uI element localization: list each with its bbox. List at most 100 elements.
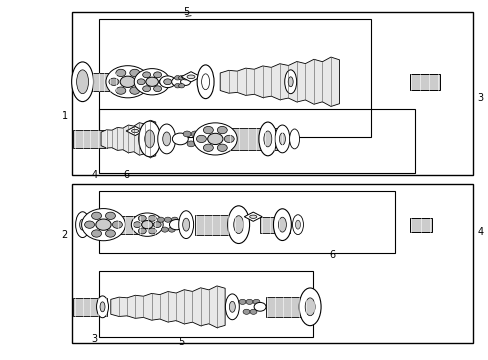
Bar	[99, 19, 370, 137]
Circle shape	[159, 79, 167, 85]
Circle shape	[199, 131, 206, 137]
Bar	[265, 297, 315, 317]
Circle shape	[153, 72, 161, 78]
Ellipse shape	[305, 298, 314, 316]
Ellipse shape	[249, 215, 256, 219]
Text: 5: 5	[183, 7, 189, 17]
Polygon shape	[220, 57, 339, 107]
Circle shape	[112, 221, 122, 228]
Ellipse shape	[273, 209, 291, 240]
Circle shape	[81, 208, 125, 241]
Ellipse shape	[287, 77, 293, 87]
Bar	[72, 184, 472, 342]
Text: 2: 2	[61, 230, 67, 240]
Circle shape	[217, 144, 227, 152]
Circle shape	[203, 144, 213, 152]
Polygon shape	[126, 126, 144, 136]
Circle shape	[157, 217, 164, 222]
Circle shape	[96, 219, 111, 230]
Circle shape	[174, 76, 180, 80]
Circle shape	[164, 217, 171, 222]
Circle shape	[133, 222, 141, 228]
Polygon shape	[101, 120, 156, 158]
Circle shape	[180, 78, 190, 85]
Circle shape	[142, 86, 150, 92]
Ellipse shape	[139, 121, 160, 157]
Ellipse shape	[258, 122, 276, 156]
Circle shape	[153, 86, 161, 92]
Circle shape	[196, 135, 206, 143]
Circle shape	[252, 299, 260, 305]
Bar	[91, 73, 117, 91]
Text: 6: 6	[328, 250, 334, 260]
Circle shape	[153, 222, 161, 228]
Circle shape	[193, 123, 237, 155]
Circle shape	[129, 69, 140, 77]
Circle shape	[91, 212, 102, 220]
Ellipse shape	[225, 294, 239, 320]
Circle shape	[120, 76, 135, 87]
Circle shape	[105, 230, 115, 237]
Ellipse shape	[292, 215, 303, 235]
Circle shape	[161, 227, 168, 232]
Ellipse shape	[264, 131, 271, 147]
Circle shape	[191, 131, 199, 137]
Circle shape	[116, 69, 125, 77]
Circle shape	[105, 212, 115, 220]
Circle shape	[142, 72, 150, 78]
Circle shape	[254, 302, 265, 311]
Ellipse shape	[76, 212, 89, 238]
Ellipse shape	[131, 129, 139, 132]
Circle shape	[168, 227, 175, 232]
Circle shape	[172, 133, 188, 145]
Circle shape	[183, 131, 191, 137]
Circle shape	[138, 215, 146, 221]
Circle shape	[171, 77, 183, 86]
Circle shape	[137, 78, 146, 85]
Text: 3: 3	[476, 93, 483, 103]
Circle shape	[145, 77, 158, 86]
Bar	[99, 191, 394, 253]
Polygon shape	[111, 286, 224, 328]
Ellipse shape	[227, 206, 249, 243]
Text: 1: 1	[61, 111, 67, 121]
Circle shape	[174, 84, 180, 88]
Ellipse shape	[279, 133, 285, 145]
Ellipse shape	[72, 62, 93, 102]
Circle shape	[148, 215, 156, 221]
Circle shape	[137, 79, 145, 85]
Circle shape	[134, 69, 170, 95]
Ellipse shape	[295, 220, 300, 229]
Polygon shape	[181, 72, 201, 82]
Circle shape	[239, 299, 245, 305]
Text: 4: 4	[91, 170, 98, 180]
Ellipse shape	[100, 302, 105, 312]
Ellipse shape	[233, 216, 243, 234]
Circle shape	[178, 84, 184, 88]
Text: 5: 5	[178, 337, 184, 347]
Ellipse shape	[289, 129, 299, 149]
Circle shape	[163, 79, 171, 85]
Ellipse shape	[274, 125, 289, 153]
Ellipse shape	[278, 217, 286, 232]
Ellipse shape	[183, 218, 189, 231]
Bar	[99, 109, 414, 173]
Circle shape	[106, 66, 149, 98]
Ellipse shape	[186, 75, 195, 78]
Bar	[116, 216, 156, 234]
Ellipse shape	[178, 211, 193, 239]
Circle shape	[160, 76, 175, 87]
Bar	[409, 74, 439, 90]
Circle shape	[84, 221, 94, 228]
Circle shape	[249, 309, 257, 314]
Bar	[73, 130, 107, 148]
Bar	[228, 128, 283, 150]
Circle shape	[243, 309, 249, 314]
Bar	[195, 215, 244, 235]
Circle shape	[142, 221, 153, 229]
Circle shape	[169, 220, 183, 230]
Circle shape	[138, 228, 146, 234]
Ellipse shape	[158, 124, 175, 154]
Ellipse shape	[80, 219, 85, 230]
Ellipse shape	[201, 74, 209, 90]
